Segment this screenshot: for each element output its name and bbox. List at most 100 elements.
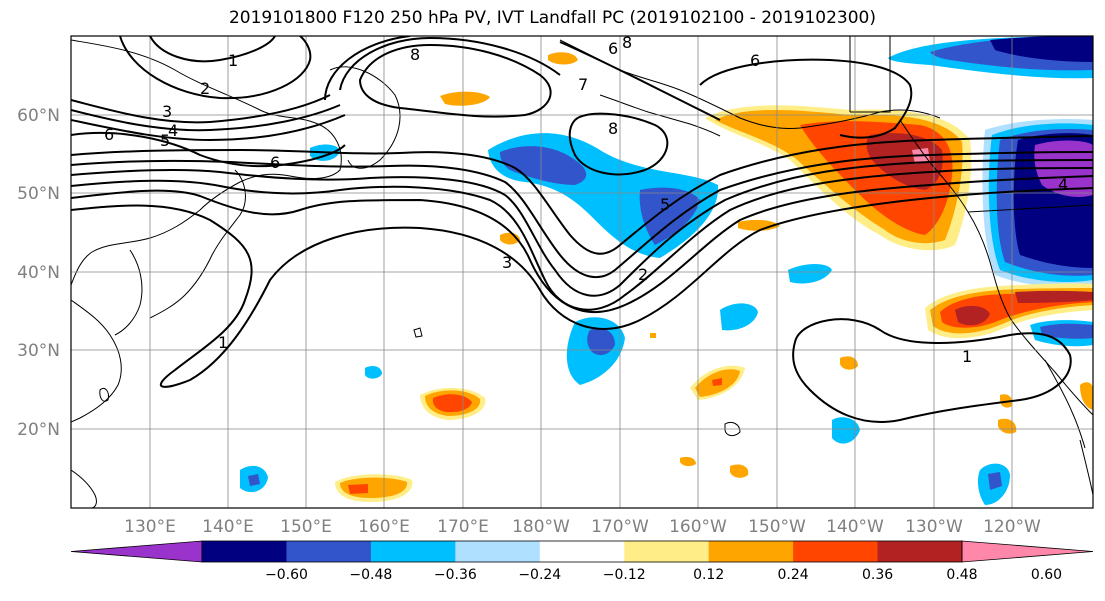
pv-contour-6-west [71, 132, 346, 168]
negative-anomaly-north-core [990, 36, 1093, 62]
pv-contour-2-nw [119, 36, 312, 100]
lon-label: 120°W [983, 517, 1041, 537]
positive-anomaly-small-j [1080, 382, 1093, 410]
positive-anomaly-gulf-of-alaska-peak [866, 133, 943, 190]
coastline-korea [114, 249, 143, 336]
colorbar-segment [624, 541, 710, 562]
pv-contour-8-north [358, 43, 552, 118]
positive-anomaly-off-california-core2 [1015, 290, 1093, 303]
contour-label: 4 [1058, 175, 1068, 194]
colorbar-segment [539, 541, 625, 562]
negative-anomaly-small-1 [720, 303, 758, 331]
pv-contour-4-nw [71, 104, 341, 132]
contour-label: 8 [410, 45, 420, 64]
colorbar-segment [286, 541, 372, 562]
coastline-hawaii [724, 421, 741, 437]
lon-label: 160°W [669, 517, 727, 537]
coastline-aleutians [599, 94, 721, 137]
colorbar-tick-label: 0.24 [778, 567, 809, 583]
negative-anomaly-small-6 [365, 366, 382, 379]
pv-contour-7 [559, 41, 721, 121]
lon-label: 150°W [748, 517, 806, 537]
colorbar-outline [201, 540, 963, 563]
pv-contour-6-main [71, 135, 1093, 255]
colorbar-segment [202, 541, 287, 562]
negative-anomaly-small-9-core [1040, 323, 1093, 339]
coastline-usa [989, 261, 1093, 416]
latitude-labels: 60°N 50°N 40°N 30°N 20°N [17, 106, 60, 440]
colorbar-tick-label: −0.12 [603, 567, 646, 583]
border-us-canada [967, 204, 1093, 213]
positive-anomaly-small-f [730, 464, 749, 478]
coastline-kamchatka [329, 66, 401, 169]
contour-label: 6 [104, 125, 114, 144]
coastline-canada [899, 119, 991, 263]
contour-label: 5 [160, 131, 170, 150]
negative-anomaly-central-pacific-core [500, 146, 587, 185]
coastline-taiwan [99, 387, 109, 402]
colorbar-tick-label: 0.12 [693, 567, 724, 583]
map-frame [70, 35, 1094, 509]
colorbar-segment [877, 541, 963, 562]
colorbar: −0.60 −0.48 −0.36 −0.24 −0.12 0.12 0.24 0.36 0.4… [70, 540, 1094, 583]
lon-label: 130°W [905, 517, 963, 537]
negative-anomaly-small-8-core [988, 472, 1002, 490]
longitude-labels: 130°E 140°E 150°E 160°E 170°E 180°W 170°… [124, 517, 1041, 537]
colorbar-tick-label: 0.60 [1031, 567, 1062, 583]
coastline-mexico [1079, 439, 1093, 496]
contour-label: 6 [750, 51, 760, 70]
colorbar-segment [455, 541, 541, 562]
contour-label: 1 [228, 51, 238, 70]
negative-anomaly-small-2 [788, 264, 832, 284]
pv-contour-3-nw [71, 94, 331, 124]
pv-contour-1-outer [71, 187, 1093, 388]
contour-label: 4 [168, 121, 178, 140]
colorbar-tick-label: −0.48 [349, 567, 392, 583]
contour-label: 3 [162, 102, 172, 121]
contour-label: 3 [502, 253, 512, 272]
positive-anomaly-central-south-high [432, 394, 472, 413]
lon-label: 130°E [124, 517, 176, 537]
colorbar-tick-label: −0.36 [434, 567, 477, 583]
colorbar-tick-label: 0.48 [946, 567, 977, 583]
pv-contour-5 [71, 151, 1093, 278]
contour-label: 6 [270, 153, 280, 172]
negative-anomaly-central-pacific-core2 [639, 187, 700, 245]
colorbar-segment [793, 541, 879, 562]
pv-contour-1-nw [149, 36, 276, 63]
colorbar-extension-low [70, 540, 203, 563]
positive-anomaly-small-b [548, 52, 578, 65]
coastline-japan [149, 169, 246, 319]
lon-label: 160°E [358, 517, 410, 537]
coastline-china [71, 299, 122, 423]
pv-contour-8-ring3 [324, 36, 411, 101]
coastline-philippines [71, 469, 97, 508]
negative-anomaly-small-7 [832, 417, 860, 444]
lon-label: 170°E [437, 517, 489, 537]
colorbar-segment [370, 541, 456, 562]
pv-contour-2 [71, 175, 1093, 314]
colorbar-extension-high [961, 540, 1094, 563]
lat-label: 60°N [17, 106, 60, 126]
border-box [850, 36, 891, 113]
positive-anomaly-south-west-high [348, 484, 368, 494]
pv-contour-6-north [699, 58, 913, 139]
map-title: 2019101800 F120 250 hPa PV, IVT Landfall… [228, 8, 876, 28]
contour-label: 2 [638, 265, 648, 284]
positive-anomaly-small-a [440, 91, 490, 106]
colorbar-tick-label: −0.60 [265, 567, 308, 583]
negative-anomaly-small-5 [248, 474, 260, 486]
coastline-baja [1044, 359, 1086, 449]
pv-contour-1-east [792, 318, 1072, 423]
contour-label: 6 [608, 39, 618, 58]
positive-anomaly-small-k [650, 333, 656, 338]
lon-label: 140°W [826, 517, 884, 537]
contour-label: 8 [608, 119, 618, 138]
lat-label: 50°N [17, 184, 60, 204]
colorbar-segment [708, 541, 794, 562]
pv-contour-8-center [568, 112, 669, 176]
positive-anomaly-small-e [840, 356, 858, 370]
gridlines [71, 36, 1093, 508]
contour-label: 1 [218, 333, 228, 352]
